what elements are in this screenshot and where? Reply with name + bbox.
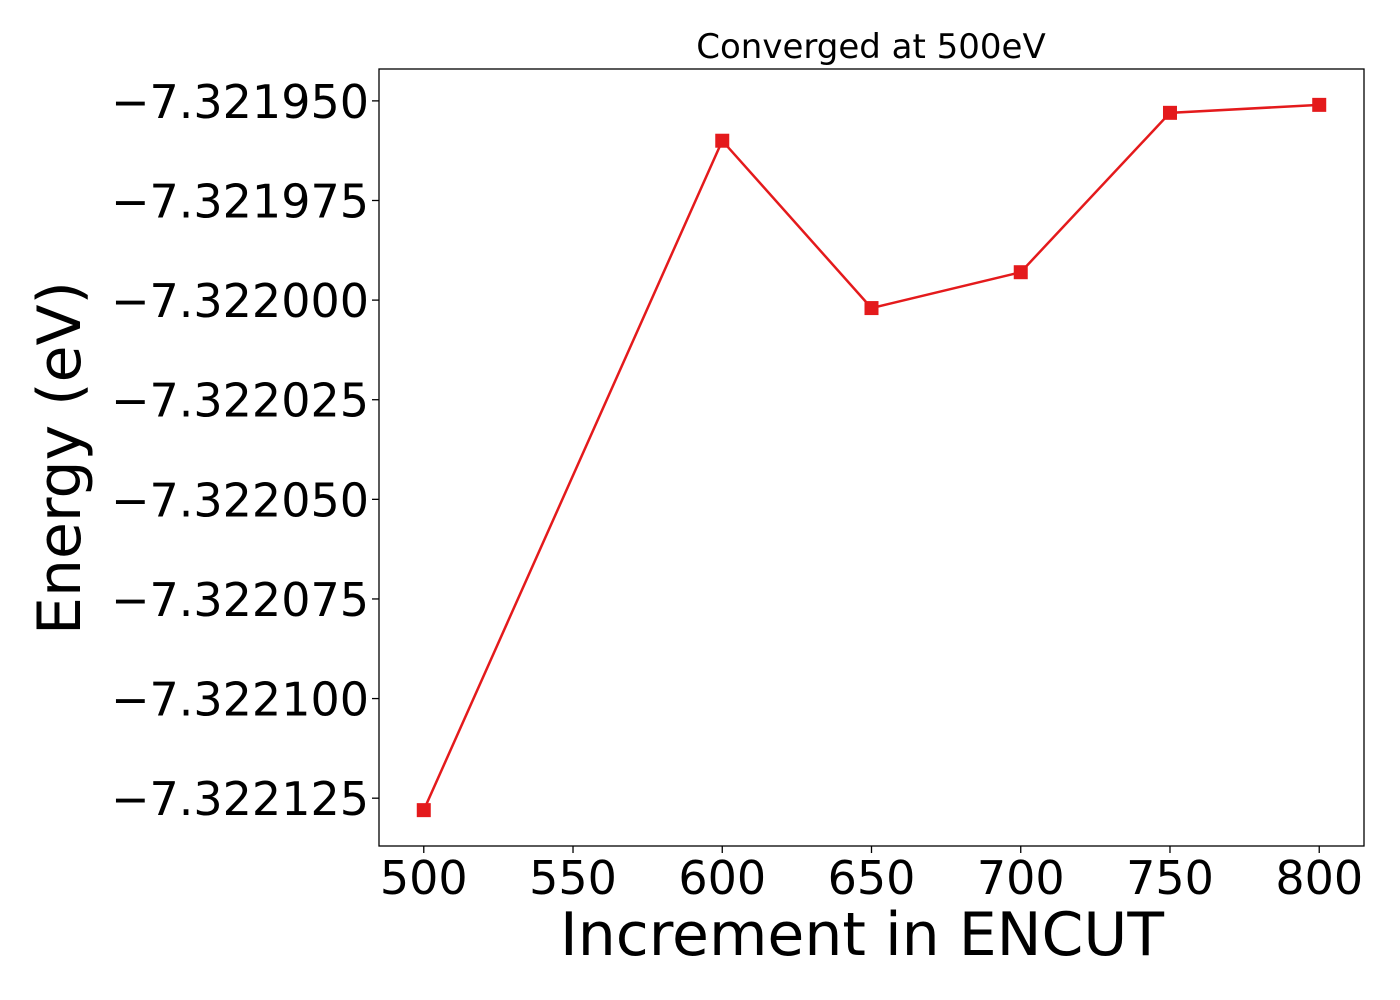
x-tick-label: 500 xyxy=(380,851,468,905)
data-point-marker xyxy=(715,133,730,148)
x-axis-label: Increment in ENCUT xyxy=(560,900,1164,970)
chart-title: Converged at 500eV xyxy=(696,27,1045,67)
y-axis-label: Energy (eV) xyxy=(25,281,95,635)
y-tick-label: −7.321975 xyxy=(111,174,369,228)
x-tick-label: 650 xyxy=(828,851,916,905)
y-tick-label: −7.322050 xyxy=(111,473,369,527)
data-point-marker xyxy=(1013,265,1028,280)
y-tick-label: −7.322025 xyxy=(111,374,369,428)
y-tick-label: −7.322100 xyxy=(111,673,369,727)
y-axis: −7.321950 −7.321975 −7.322000 −7.322025 −7.3… xyxy=(111,75,379,826)
plot-area xyxy=(378,68,1365,847)
data-point-marker xyxy=(864,301,879,316)
series-layer xyxy=(416,97,1327,818)
y-tick-label: −7.322125 xyxy=(111,772,369,826)
series-line xyxy=(422,103,1320,811)
x-tick-label: 600 xyxy=(678,851,766,905)
y-tick-label: −7.322000 xyxy=(111,274,369,328)
x-tick-label: 750 xyxy=(1126,851,1214,905)
data-point-marker xyxy=(1162,105,1177,120)
x-axis: 500 550 600 650 700 750 800 xyxy=(380,846,1363,905)
x-tick-label: 800 xyxy=(1275,851,1363,905)
y-tick-label: −7.321950 xyxy=(111,75,369,129)
data-point-marker xyxy=(1312,97,1327,112)
y-tick-label: −7.322075 xyxy=(111,573,369,627)
data-point-marker xyxy=(416,803,431,818)
x-tick-label: 550 xyxy=(529,851,617,905)
x-tick-label: 700 xyxy=(977,851,1065,905)
